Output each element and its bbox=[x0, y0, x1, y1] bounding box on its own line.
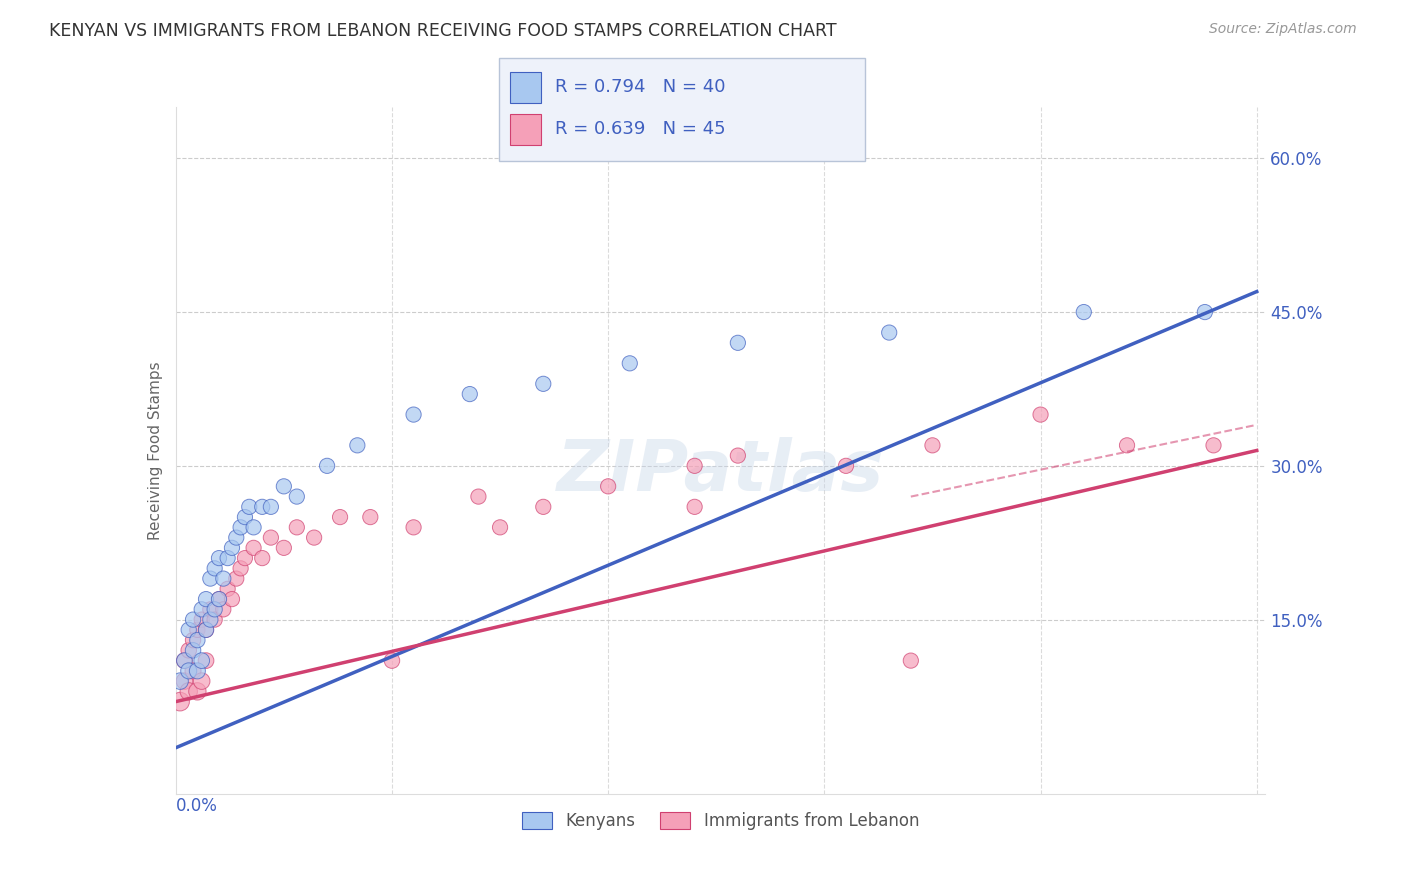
Point bbox=[173, 674, 195, 689]
Point bbox=[204, 561, 226, 575]
Point bbox=[190, 654, 212, 668]
Point bbox=[302, 531, 325, 545]
Point bbox=[177, 623, 200, 637]
Point bbox=[173, 654, 195, 668]
Point bbox=[1194, 305, 1216, 319]
Point bbox=[169, 674, 191, 689]
Point bbox=[173, 654, 195, 668]
Point bbox=[186, 633, 208, 648]
Point bbox=[204, 602, 226, 616]
Point bbox=[402, 408, 425, 422]
Point bbox=[195, 623, 218, 637]
Point bbox=[225, 572, 247, 586]
Point bbox=[467, 490, 489, 504]
Point bbox=[346, 438, 368, 452]
Point bbox=[208, 592, 231, 607]
Point bbox=[619, 356, 641, 370]
Point bbox=[359, 510, 381, 524]
Point bbox=[1116, 438, 1139, 452]
Point bbox=[381, 654, 404, 668]
Point bbox=[181, 643, 204, 657]
Point bbox=[200, 572, 222, 586]
Y-axis label: Receiving Food Stamps: Receiving Food Stamps bbox=[148, 361, 163, 540]
Point bbox=[200, 613, 222, 627]
Point bbox=[229, 520, 252, 534]
Point bbox=[221, 592, 243, 607]
Point bbox=[212, 602, 235, 616]
Point bbox=[260, 500, 283, 514]
Point bbox=[217, 582, 239, 596]
Point bbox=[273, 479, 295, 493]
Point bbox=[531, 500, 554, 514]
Point bbox=[260, 531, 283, 545]
Point bbox=[186, 623, 208, 637]
Point bbox=[238, 500, 260, 514]
Point bbox=[208, 592, 231, 607]
Point bbox=[186, 684, 208, 698]
Point bbox=[598, 479, 620, 493]
Text: 0.0%: 0.0% bbox=[176, 797, 218, 815]
Point bbox=[208, 551, 231, 566]
Point bbox=[252, 551, 274, 566]
Text: R = 0.639   N = 45: R = 0.639 N = 45 bbox=[555, 120, 725, 138]
Point bbox=[177, 684, 200, 698]
Point bbox=[316, 458, 339, 473]
Point bbox=[190, 674, 212, 689]
Point bbox=[921, 438, 943, 452]
Point bbox=[1029, 408, 1052, 422]
Point bbox=[181, 633, 204, 648]
Point bbox=[727, 335, 749, 350]
Point bbox=[531, 376, 554, 391]
Point bbox=[195, 623, 218, 637]
Text: R = 0.794   N = 40: R = 0.794 N = 40 bbox=[555, 78, 725, 96]
Point bbox=[200, 602, 222, 616]
Point bbox=[181, 664, 204, 678]
Point bbox=[285, 490, 308, 504]
Point bbox=[285, 520, 308, 534]
Point bbox=[195, 592, 218, 607]
Point bbox=[835, 458, 858, 473]
Text: Source: ZipAtlas.com: Source: ZipAtlas.com bbox=[1209, 22, 1357, 37]
Point bbox=[177, 664, 200, 678]
Text: KENYAN VS IMMIGRANTS FROM LEBANON RECEIVING FOOD STAMPS CORRELATION CHART: KENYAN VS IMMIGRANTS FROM LEBANON RECEIV… bbox=[49, 22, 837, 40]
Point bbox=[489, 520, 512, 534]
Point bbox=[233, 510, 256, 524]
Point bbox=[190, 602, 212, 616]
Point bbox=[242, 541, 264, 555]
Point bbox=[329, 510, 352, 524]
Point bbox=[169, 695, 191, 709]
Point bbox=[221, 541, 243, 555]
Point bbox=[273, 541, 295, 555]
Point bbox=[233, 551, 256, 566]
Point bbox=[229, 561, 252, 575]
Point bbox=[683, 500, 706, 514]
Point bbox=[242, 520, 264, 534]
Point bbox=[402, 520, 425, 534]
Point bbox=[458, 387, 481, 401]
Point bbox=[252, 500, 274, 514]
Legend: Kenyans, Immigrants from Lebanon: Kenyans, Immigrants from Lebanon bbox=[516, 805, 925, 837]
Point bbox=[204, 613, 226, 627]
Point bbox=[186, 664, 208, 678]
Point bbox=[195, 654, 218, 668]
Point bbox=[900, 654, 922, 668]
Point bbox=[1073, 305, 1095, 319]
Point bbox=[181, 613, 204, 627]
Point bbox=[212, 572, 235, 586]
Point bbox=[877, 326, 900, 340]
Point bbox=[225, 531, 247, 545]
Point bbox=[190, 613, 212, 627]
Point bbox=[727, 449, 749, 463]
Text: ZIPatlas: ZIPatlas bbox=[557, 436, 884, 506]
Point bbox=[683, 458, 706, 473]
Point bbox=[1202, 438, 1225, 452]
Point bbox=[177, 643, 200, 657]
Point bbox=[217, 551, 239, 566]
